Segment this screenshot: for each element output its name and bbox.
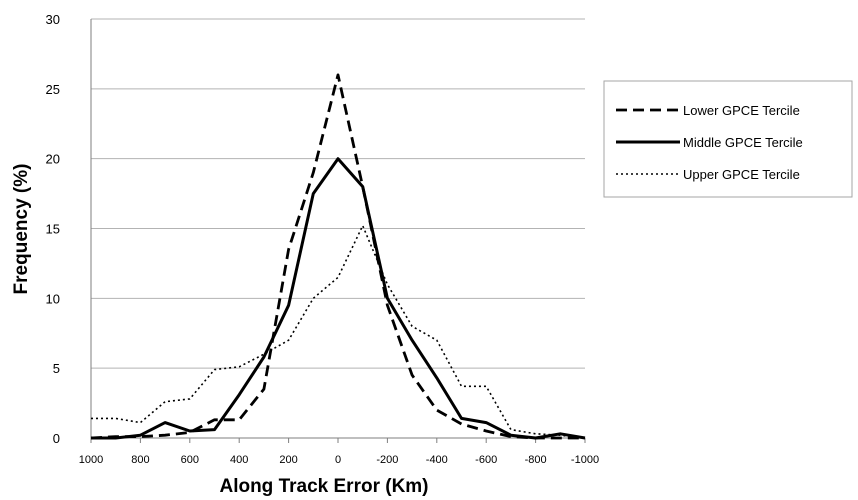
series-lines (90, 73, 586, 440)
y-tick-label: 30 (46, 12, 60, 27)
x-tick-label: -800 (525, 454, 547, 466)
y-tick-label: 10 (46, 291, 60, 306)
y-tick-label: 0 (53, 431, 60, 446)
legend: Lower GPCE Tercile Middle GPCE Tercile Upp… (603, 80, 853, 198)
x-tick-label: 0 (335, 454, 341, 466)
y-tick-label: 15 (46, 222, 60, 237)
x-axis-title: Along Track Error (Km) (219, 476, 428, 497)
series-line-dotted (91, 224, 586, 439)
x-tick-label: -200 (376, 454, 398, 466)
legend-label: Middle GPCE Tercile (683, 135, 803, 150)
legend-label: Upper GPCE Tercile (683, 167, 800, 182)
x-tick-label: -400 (426, 454, 448, 466)
x-tick-label: 400 (230, 454, 248, 466)
x-tick-label: -1000 (571, 454, 599, 466)
y-tick-label: 20 (46, 152, 60, 167)
series-line-dashed (90, 73, 585, 440)
gridlines (90, 18, 585, 439)
x-tick-label: -600 (475, 454, 497, 466)
y-tick-labels: 0 5 10 15 20 25 30 (46, 12, 60, 446)
y-tick-label: 5 (53, 361, 60, 376)
legend-box (603, 80, 853, 198)
series-line-solid (91, 157, 586, 440)
x-tick-labels: 1000 800 600 400 200 0 -200 -400 -600 -800 -1000 (79, 438, 599, 466)
x-tick-label: 600 (181, 454, 199, 466)
legend-label: Lower GPCE Tercile (683, 103, 800, 118)
y-axis-title: Frequency (%) (11, 164, 32, 295)
y-tick-label: 25 (46, 82, 60, 97)
x-tick-label: 800 (131, 454, 149, 466)
x-tick-label: 200 (279, 454, 297, 466)
x-tick-label: 1000 (79, 454, 103, 466)
